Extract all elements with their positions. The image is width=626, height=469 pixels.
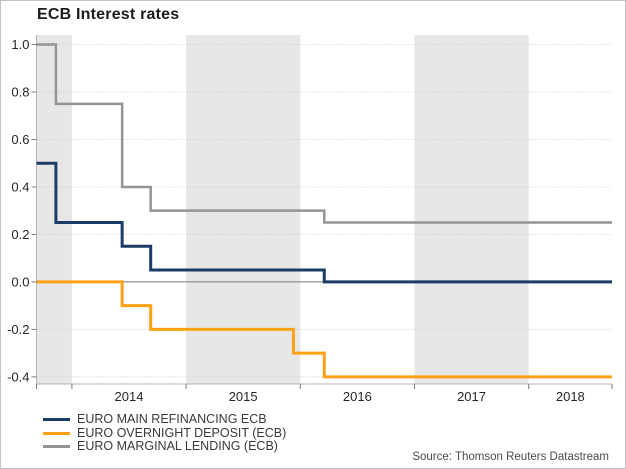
series-euro-overnight-deposit-ecb: [36, 280, 612, 379]
y-tick-label: -0.2: [7, 322, 29, 337]
y-tick-label: 0.4: [11, 179, 29, 194]
x-tick-label: 2016: [343, 389, 372, 404]
line-swatch-icon: [43, 431, 70, 435]
line-swatch-icon: [43, 418, 70, 422]
y-tick-label: 0.2: [11, 227, 29, 242]
source-attribution: Source: Thomson Reuters Datastream: [412, 451, 609, 463]
line-swatch-icon: [43, 444, 70, 448]
year-band: [36, 35, 72, 384]
x-tick-label: 2014: [115, 389, 144, 404]
legend-item-overnight-deposit: EURO OVERNIGHT DEPOSIT (ECB): [43, 426, 286, 439]
y-tick-label: 0.0: [11, 274, 29, 289]
legend-label: EURO MAIN REFINANCING ECB: [77, 412, 267, 427]
legend-item-marginal-lending: EURO MARGINAL LENDING (ECB): [43, 438, 286, 453]
legend-label: EURO OVERNIGHT DEPOSIT (ECB): [77, 425, 287, 440]
legend-item-main-refinancing: EURO MAIN REFINANCING ECB: [43, 413, 286, 426]
series-euro-main-refinancing-ecb: [36, 161, 612, 284]
legend-label: EURO MARGINAL LENDING (ECB): [77, 438, 278, 453]
legend: EURO MAIN REFINANCING ECB EURO OVERNIGHT…: [43, 413, 286, 453]
x-tick-label: 2017: [457, 389, 486, 404]
y-tick-label: -0.4: [7, 369, 29, 384]
y-tick-label: 0.8: [11, 84, 29, 99]
year-band: [414, 35, 529, 384]
x-tick-label: 2018: [556, 389, 585, 404]
x-tick-label: 2015: [229, 389, 258, 404]
chart-title: ECB Interest rates: [37, 6, 180, 23]
y-tick-label: 1.0: [11, 37, 29, 52]
y-tick-label: 0.6: [11, 132, 29, 147]
series-euro-marginal-lending-ecb: [36, 43, 612, 224]
